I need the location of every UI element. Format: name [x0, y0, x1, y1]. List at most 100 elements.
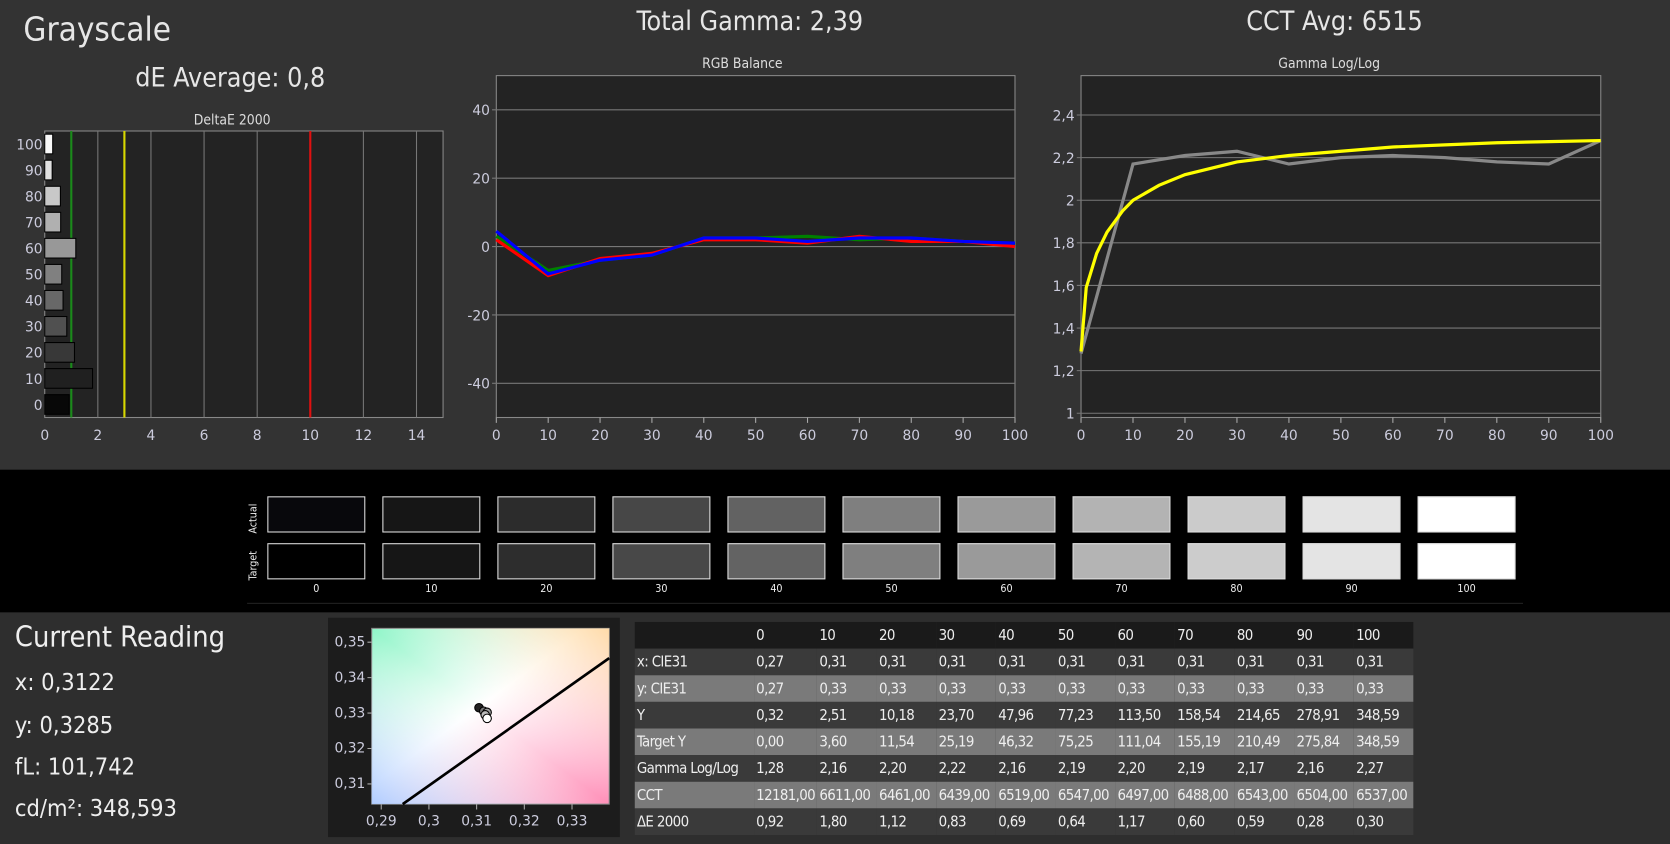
table-cell: 0,33	[817, 675, 877, 702]
swatch-label: 50	[885, 583, 898, 596]
table-cell: 2,51	[817, 701, 877, 729]
deltae-x-tick: 10	[301, 428, 319, 444]
blackbody-curve	[401, 657, 610, 806]
rgb-x-tick: 90	[954, 428, 972, 444]
row-label: y: CIE31	[634, 675, 755, 702]
deltae-plot-area	[44, 130, 444, 419]
gamma-series-line	[1079, 138, 1601, 352]
table-cell: 214,65	[1234, 701, 1295, 729]
measurement-table: 0 10 20 30 40 50 60 70 80 90 100 x: CIE31 0,27 0,31 0,…	[634, 621, 1414, 835]
page-title: Grayscale	[23, 10, 171, 49]
actual-swatch	[842, 496, 941, 533]
table-cell: 0,31	[1115, 648, 1176, 676]
table-cell: 75,25	[1055, 728, 1116, 756]
actual-swatch	[1417, 496, 1516, 533]
gamma-x-tick: 70	[1436, 428, 1454, 444]
column-header: 90	[1294, 621, 1354, 649]
column-header: 10	[817, 621, 877, 649]
gamma-x-tick: 40	[1280, 428, 1298, 444]
cie-y-tick: 0,33	[335, 705, 366, 721]
table-cell: 2,17	[1234, 755, 1295, 782]
deltae-y-tick: 80	[25, 189, 43, 205]
header-blank	[634, 621, 755, 649]
target-swatch	[267, 543, 366, 580]
rgb-x-tick: 10	[539, 428, 557, 444]
table-cell: 6461,00	[876, 781, 937, 809]
table-cell: 0,27	[754, 648, 818, 676]
table-cell: 1,17	[1115, 808, 1176, 835]
table-cell: 2,16	[1294, 755, 1354, 782]
gamma-series-line	[1079, 139, 1602, 355]
column-header: 60	[1115, 621, 1176, 649]
table-cell: 2,20	[876, 755, 937, 782]
table-cell: 158,54	[1175, 701, 1235, 729]
swatch-label: 80	[1230, 583, 1243, 596]
deltae-bar	[44, 159, 53, 181]
actual-swatch	[1302, 496, 1401, 533]
deltae-y-tick: 100	[16, 137, 42, 153]
charts-area: 0 2 4 6 8 10 12 14010203040506070809010040200-2…	[16, 75, 1614, 444]
table-cell: 1,28	[754, 755, 818, 782]
gamma-x-tick: 90	[1540, 428, 1558, 444]
actual-swatch	[382, 496, 481, 533]
column-header: 0	[754, 621, 818, 649]
deltae-bar	[44, 315, 68, 337]
deltae-y-tick: 60	[25, 242, 43, 258]
rgb-y-tick: 0	[481, 240, 490, 256]
cie-chart-box: 0,35 0,34 0,33 0,32 0,31 0,29 0,3 0,31 0,32 0,33	[328, 617, 620, 838]
deltae-bar	[44, 289, 64, 311]
table-cell: 6488,00	[1175, 781, 1235, 809]
table-cell: 0,60	[1175, 808, 1235, 835]
table-cell: 0,33	[1353, 675, 1414, 702]
deltae-x-tick: 8	[253, 428, 262, 444]
deltae-y-tick: 10	[25, 372, 43, 388]
table-cell: 0,31	[996, 648, 1056, 676]
table-row: Target Y 0,00 3,60 11,54 25,19 46,32 75,25 111,…	[634, 728, 1414, 756]
column-header: 40	[996, 621, 1056, 649]
table-cell: 0,92	[754, 808, 818, 835]
table-cell: 111,04	[1115, 728, 1176, 756]
rgb-y-tick: -40	[467, 377, 490, 393]
table-row: Gamma Log/Log 1,28 2,16 2,20 2,22 2,16 2,19 2,2…	[634, 755, 1414, 782]
table-cell: 12181,00	[754, 781, 818, 809]
table-header: 0 10 20 30 40 50 60 70 80 90 100	[634, 621, 1414, 649]
target-swatch	[842, 543, 941, 580]
table-cell: 348,59	[1353, 701, 1414, 729]
deltae-bar	[44, 394, 70, 415]
gamma-x-tick: 60	[1384, 428, 1402, 444]
table-cell: 348,59	[1353, 728, 1414, 756]
gamma-y-tick: 1,4	[1053, 321, 1075, 337]
table-cell: 2,19	[1055, 755, 1116, 782]
swatch-label: 30	[655, 583, 668, 596]
table-cell: 2,16	[996, 755, 1056, 782]
table-cell: 6504,00	[1294, 781, 1354, 809]
table-cell: 0,31	[817, 648, 877, 676]
deltae-x-tick: 4	[147, 428, 156, 444]
table-cell: 0,31	[1175, 648, 1235, 676]
table-cell: 0,33	[1175, 675, 1235, 702]
actual-swatch	[267, 496, 366, 533]
table-cell: 0,28	[1294, 808, 1354, 835]
row-label: ΔE 2000	[634, 808, 755, 835]
gamma-y-tick: 2	[1066, 194, 1075, 210]
table-cell: 46,32	[996, 728, 1056, 756]
table-cell: 0,33	[1115, 675, 1176, 702]
table-cell: 0,31	[1055, 648, 1116, 676]
table-cell: 6537,00	[1353, 781, 1414, 809]
actual-swatch	[612, 496, 711, 533]
target-swatch	[382, 543, 481, 580]
cct-average: CCT Avg: 6515	[1246, 5, 1423, 37]
deltae-bar	[44, 368, 94, 389]
table-cell: 0,33	[1055, 675, 1116, 702]
target-swatch	[1302, 543, 1401, 580]
rgb-x-tick: 50	[747, 428, 765, 444]
table-cell: 25,19	[936, 728, 997, 756]
deltae-bar	[44, 342, 76, 363]
table-cell: 210,49	[1234, 728, 1295, 756]
table-cell: 0,33	[876, 675, 937, 702]
gamma-y-tick: 2,4	[1053, 108, 1075, 124]
target-swatch	[957, 543, 1056, 580]
table-cell: 278,91	[1294, 701, 1354, 729]
table-cell: 6497,00	[1115, 781, 1176, 809]
